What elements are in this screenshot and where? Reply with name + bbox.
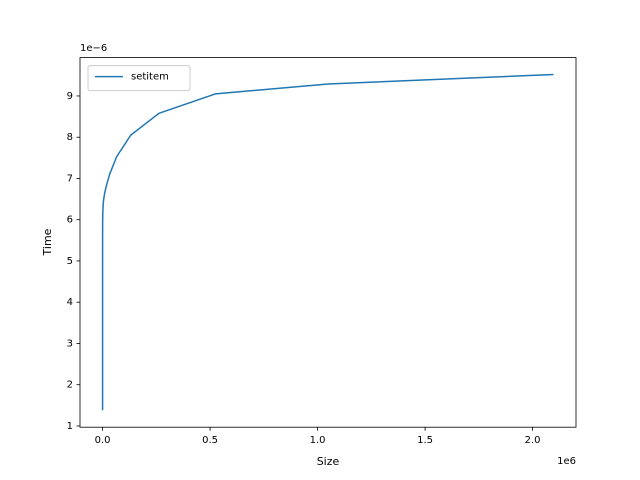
y-tick-label: 5: [67, 256, 73, 267]
x-tick-label: 1.5: [417, 435, 433, 446]
y-axis-label: Time: [41, 228, 54, 256]
line: [101, 73, 554, 411]
legend-label: setitem: [131, 72, 169, 83]
y-tick-label: 4: [67, 297, 73, 308]
x-axis-label: Size: [317, 455, 340, 468]
y-tick-label: 7: [67, 173, 73, 184]
y-tick-label: 8: [67, 132, 73, 143]
x-tick-label: 1.0: [310, 435, 326, 446]
y-tick-label: 9: [67, 91, 73, 102]
y-offset-label: 1e−6: [80, 43, 107, 54]
x-tick-label: 0.5: [202, 435, 218, 446]
y-tick-label: 3: [67, 338, 73, 349]
axes-frame: [79, 57, 577, 428]
y-tick-label: 2: [67, 380, 73, 391]
y-tick-label: 1: [67, 421, 73, 432]
x-offset-label: 1e6: [557, 456, 576, 467]
x-tick-label: 0.0: [95, 435, 111, 446]
x-tick-label: 2.0: [525, 435, 541, 446]
legend-box: [87, 65, 191, 92]
y-tick-label: 6: [67, 215, 73, 226]
